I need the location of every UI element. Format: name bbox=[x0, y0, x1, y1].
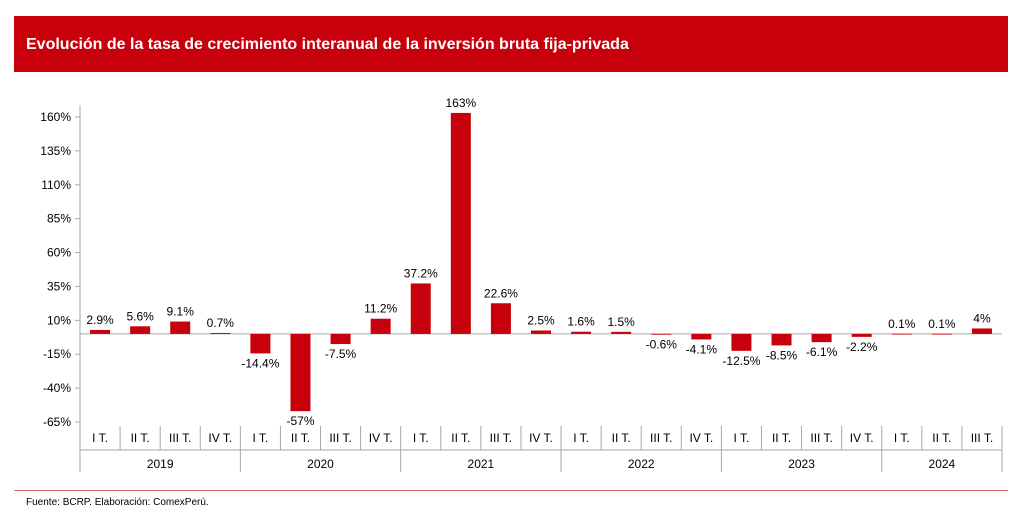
data-label: 1.6% bbox=[567, 315, 595, 329]
bar bbox=[851, 333, 872, 337]
data-label: -12.5% bbox=[722, 354, 760, 368]
data-label: 11.2% bbox=[364, 302, 397, 316]
y-tick-label: -15% bbox=[43, 347, 71, 361]
footer-divider bbox=[14, 490, 1008, 491]
y-tick-label: 135% bbox=[40, 144, 71, 158]
quarter-label: III T. bbox=[810, 431, 832, 445]
bar bbox=[531, 330, 551, 334]
bar bbox=[90, 329, 111, 334]
quarter-label: III T. bbox=[971, 431, 993, 445]
bar bbox=[731, 333, 752, 351]
quarter-label: I T. bbox=[894, 431, 910, 445]
quarter-label: III T. bbox=[650, 431, 672, 445]
bar bbox=[691, 333, 712, 340]
data-label: -6.1% bbox=[806, 345, 838, 359]
data-label: 37.2% bbox=[404, 266, 438, 280]
data-label: 2.9% bbox=[86, 313, 114, 327]
year-label: 2020 bbox=[307, 457, 334, 471]
y-tick-label: 160% bbox=[40, 110, 71, 124]
bar bbox=[971, 328, 992, 334]
data-label: 2.5% bbox=[527, 314, 555, 328]
data-label: -2.2% bbox=[846, 340, 878, 354]
data-label: 9.1% bbox=[167, 305, 195, 319]
year-label: 2019 bbox=[147, 457, 174, 471]
quarter-label: IV T. bbox=[529, 431, 553, 445]
bar bbox=[410, 283, 431, 334]
year-label: 2021 bbox=[468, 457, 495, 471]
bar bbox=[450, 112, 471, 334]
data-label: 0.1% bbox=[928, 317, 956, 331]
data-label: 163% bbox=[445, 96, 476, 110]
data-label: -7.5% bbox=[325, 347, 357, 361]
chart-title: Evolución de la tasa de crecimiento inte… bbox=[26, 36, 629, 53]
data-label: 4% bbox=[973, 311, 991, 325]
bar bbox=[891, 333, 912, 335]
data-label: 1.5% bbox=[607, 315, 635, 329]
quarter-label: I T. bbox=[92, 431, 108, 445]
bar bbox=[651, 333, 672, 335]
quarter-label: II T. bbox=[291, 431, 310, 445]
bar bbox=[611, 331, 632, 334]
data-label: 5.6% bbox=[126, 309, 154, 323]
y-tick-label: 110% bbox=[41, 178, 71, 192]
bar bbox=[290, 333, 311, 412]
quarter-label: II T. bbox=[131, 431, 150, 445]
data-label: -0.6% bbox=[646, 338, 678, 352]
bar-chart: -65% -40% -15% 10% 35% 60% 85% 110% 135% 160% 2.9%… bbox=[40, 96, 1003, 472]
quarter-label: I T. bbox=[573, 431, 589, 445]
data-label: -4.1% bbox=[686, 342, 718, 356]
quarter-label: IV T. bbox=[369, 431, 393, 445]
bar bbox=[210, 332, 231, 334]
bar bbox=[250, 333, 271, 354]
data-label: -57% bbox=[286, 414, 314, 428]
quarter-label: I T. bbox=[734, 431, 750, 445]
year-label: 2024 bbox=[929, 457, 956, 471]
y-tick-label: -65% bbox=[43, 415, 71, 429]
bar bbox=[490, 303, 511, 334]
quarter-label: III T. bbox=[490, 431, 512, 445]
data-label: 0.7% bbox=[207, 316, 235, 330]
bar bbox=[370, 318, 391, 334]
y-tick-label: 35% bbox=[47, 279, 71, 293]
quarter-label: IV T. bbox=[689, 431, 713, 445]
quarter-label: IV T. bbox=[850, 431, 874, 445]
data-label: -14.4% bbox=[241, 356, 279, 370]
y-tick-label: -40% bbox=[43, 381, 71, 395]
quarter-label: III T. bbox=[329, 431, 351, 445]
quarter-label: III T. bbox=[169, 431, 191, 445]
data-label: 0.1% bbox=[888, 317, 916, 331]
quarter-label: II T. bbox=[772, 431, 791, 445]
quarter-label: I T. bbox=[252, 431, 268, 445]
quarter-label: II T. bbox=[932, 431, 951, 445]
y-tick-label: 60% bbox=[47, 246, 71, 260]
quarter-label: II T. bbox=[612, 431, 631, 445]
source-note: Fuente: BCRP. Elaboración: ComexPerú. bbox=[26, 497, 209, 508]
quarter-label: I T. bbox=[413, 431, 429, 445]
bar bbox=[571, 331, 592, 334]
year-label: 2022 bbox=[628, 457, 655, 471]
bar bbox=[771, 333, 792, 346]
year-label: 2023 bbox=[788, 457, 815, 471]
quarter-label: II T. bbox=[451, 431, 470, 445]
title-bar: Evolución de la tasa de crecimiento inte… bbox=[14, 16, 1008, 72]
y-tick-label: 10% bbox=[47, 313, 71, 327]
bar bbox=[811, 333, 832, 343]
bar bbox=[170, 321, 191, 334]
data-label: -8.5% bbox=[766, 348, 798, 362]
data-label: 22.6% bbox=[484, 286, 518, 300]
bar bbox=[130, 326, 151, 334]
quarter-label: IV T. bbox=[208, 431, 232, 445]
bar bbox=[330, 333, 351, 345]
bar bbox=[931, 333, 952, 335]
y-tick-label: 85% bbox=[47, 212, 71, 226]
